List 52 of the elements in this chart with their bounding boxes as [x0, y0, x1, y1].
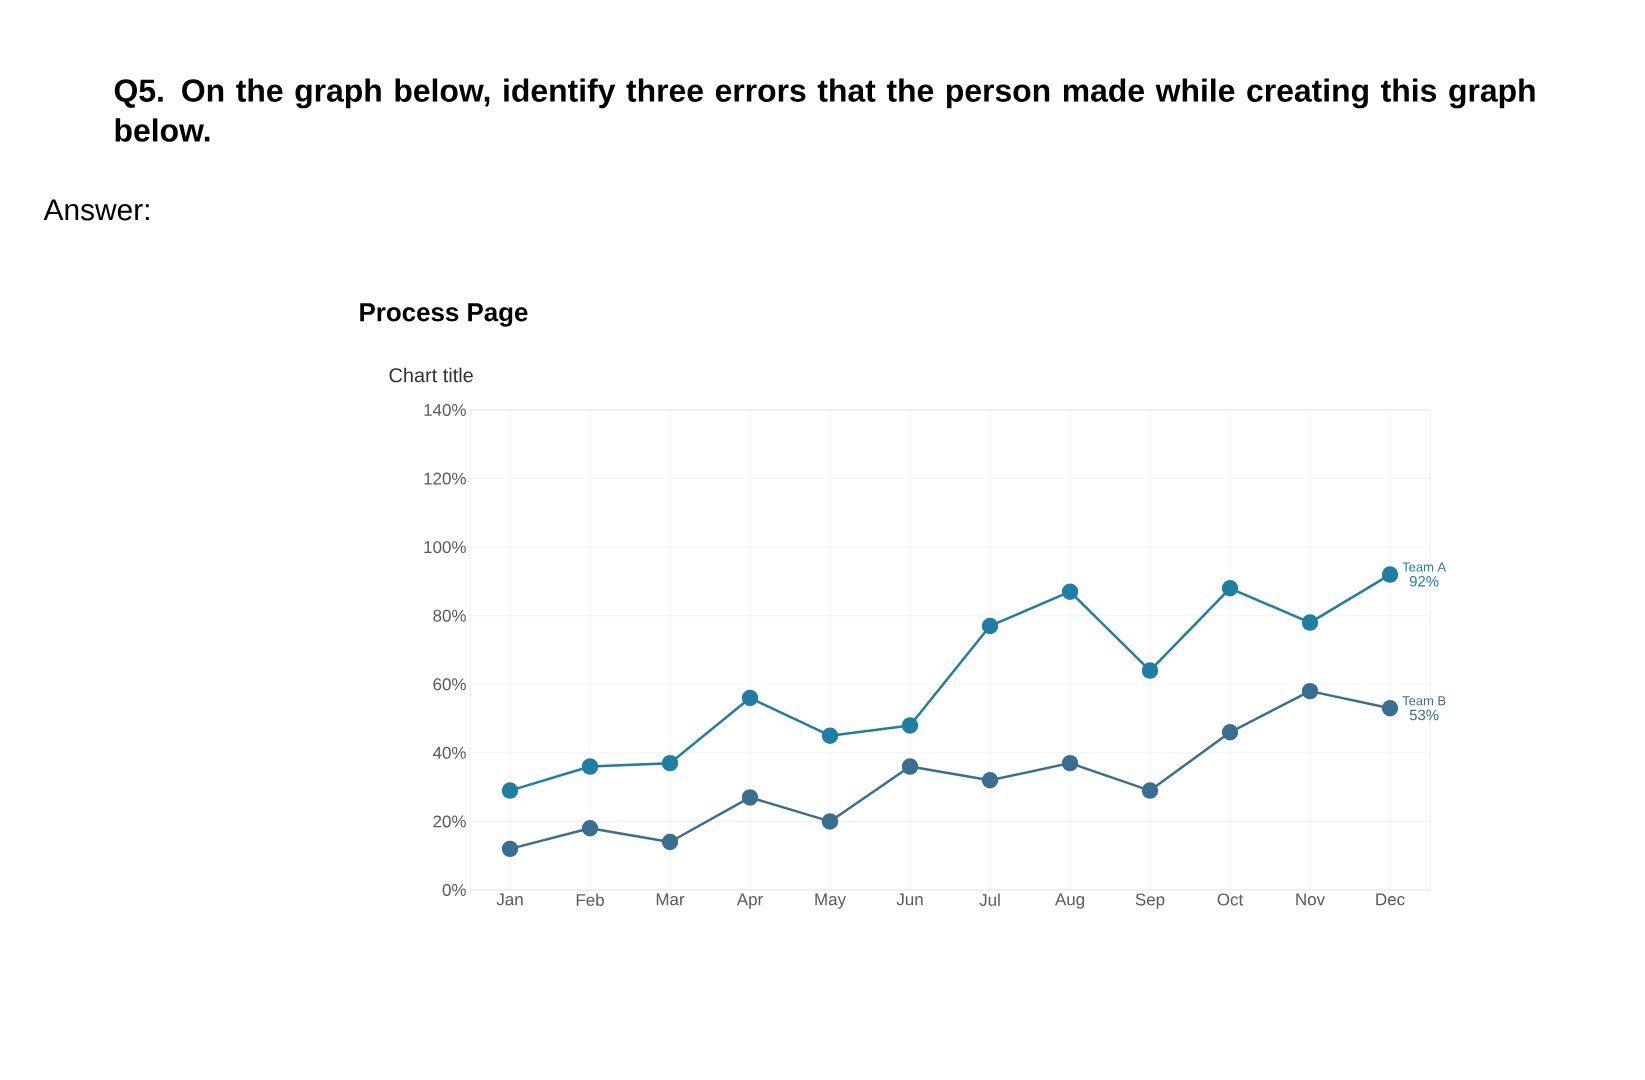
y-tick-label: 0% [442, 884, 466, 896]
point [1221, 580, 1239, 597]
point [901, 758, 919, 775]
y-tick-label: 40% [432, 746, 466, 759]
x-tick-label: Aug [1054, 893, 1084, 909]
point [581, 820, 599, 837]
text: Answer: [43, 199, 149, 221]
point [821, 727, 839, 744]
y-tick-label: 60% [433, 678, 466, 691]
x-tick-label: Apr [736, 893, 763, 909]
x-tick-label: Jul [979, 893, 1000, 906]
point [661, 754, 679, 772]
x-tick-label: May [815, 893, 846, 909]
point [981, 772, 999, 789]
x-tick-label: Nov [1296, 893, 1326, 906]
series-label: Team B [1402, 696, 1446, 706]
point [1141, 782, 1159, 799]
y-tick-label: 20% [433, 815, 466, 828]
x-tick-label: Dec [1376, 893, 1405, 906]
y-tick-label: 120% [424, 472, 466, 485]
point [1381, 700, 1399, 717]
text: Q5. On the graph below, identify three errors that the person made while creating this graph below. [114, 78, 1535, 142]
x-tick-label: Feb [576, 893, 604, 906]
point [1381, 566, 1399, 583]
point [901, 717, 919, 734]
point [1141, 662, 1159, 679]
point [1061, 754, 1079, 772]
point [741, 789, 759, 806]
point [1221, 724, 1239, 741]
point [1301, 614, 1319, 631]
data-label: 92% [1409, 575, 1439, 587]
point [661, 833, 679, 851]
y-tick-label: 140% [424, 403, 466, 416]
series-label: Team A [1402, 562, 1447, 572]
point [1061, 583, 1079, 600]
point [581, 758, 599, 775]
point [821, 813, 839, 830]
x-tick-label: Jun [896, 893, 923, 906]
y-tick-label: 80% [433, 609, 466, 622]
chart-subtitle: Chart title [389, 367, 473, 383]
x-tick-label: Jan [496, 893, 523, 906]
point [981, 617, 999, 635]
x-tick-label: Oct [1217, 893, 1244, 906]
data-label: 53% [1409, 709, 1439, 721]
y-tick-label: 100% [424, 541, 466, 554]
point [501, 782, 519, 799]
point [501, 840, 519, 858]
x-tick-label: Mar [656, 893, 685, 906]
x-tick-label: Sep [1135, 893, 1165, 909]
point [741, 689, 759, 707]
chart-title: Process Page [360, 303, 528, 327]
point [1301, 682, 1319, 700]
